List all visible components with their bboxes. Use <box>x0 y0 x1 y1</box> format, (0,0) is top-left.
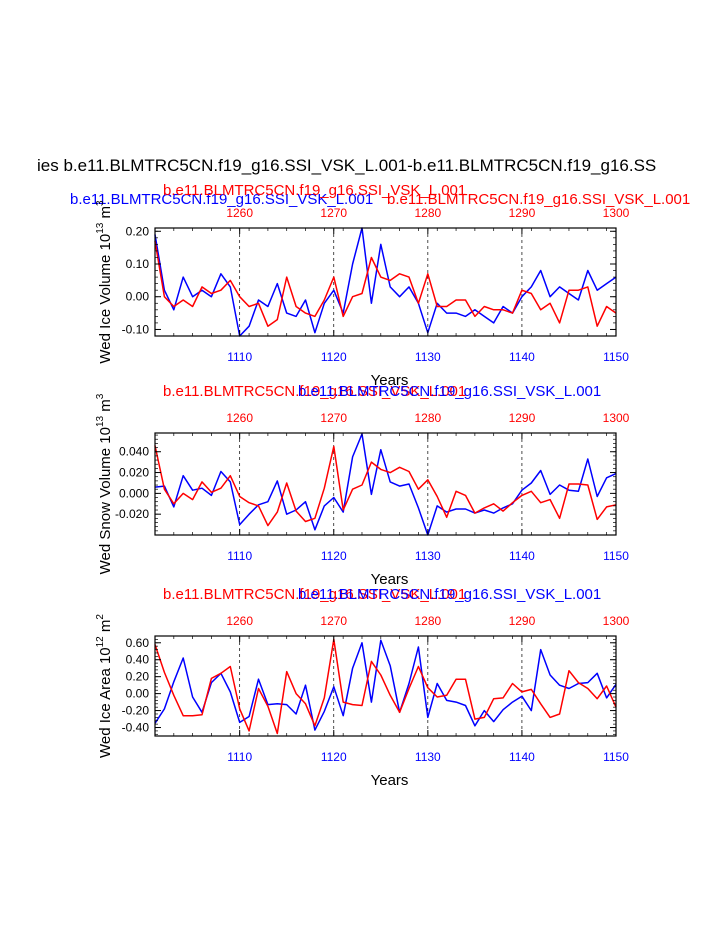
series-red-line <box>154 445 617 527</box>
y-axis-label-unit-exp: 2 <box>95 614 106 620</box>
panel-title-red: b.e11.BLMTRC5CN.f19_g16.SSI_VSK_L.001 <box>163 586 466 603</box>
xtick-label-bottom: 1140 <box>509 350 535 364</box>
ytick-label: 0.60 <box>126 636 150 650</box>
xtick-label-bottom: 1130 <box>415 350 441 364</box>
xtick-label-bottom: 1140 <box>509 750 535 764</box>
y-axis-label: Wed Snow Volume 1013 m3 <box>95 393 114 574</box>
xtick-label-bottom: 1140 <box>509 549 535 563</box>
xtick-label-bottom: 1110 <box>227 750 252 764</box>
xtick-label-bottom: 1120 <box>321 350 347 364</box>
y-axis-label-exp: 13 <box>95 222 106 234</box>
plot-frame <box>154 227 617 337</box>
ytick-label: 0.10 <box>126 257 150 271</box>
xtick-label-top: 1290 <box>509 411 536 425</box>
xtick-label-top: 1270 <box>320 206 347 220</box>
x-axis-label: Years <box>371 372 409 389</box>
panel-title-red: b.e11.BLMTRC5CN.f19_g16.SSI_VSK_L.001 <box>163 182 466 199</box>
ytick-label: 0.40 <box>126 653 150 667</box>
series-red-line <box>154 240 617 327</box>
plot-frame <box>154 635 617 737</box>
xtick-label-top: 1280 <box>414 411 441 425</box>
ytick-label: 0.020 <box>119 466 149 480</box>
xtick-label-bottom: 1130 <box>415 549 441 563</box>
xtick-label-top: 1270 <box>320 614 347 628</box>
xtick-label-bottom: 1130 <box>415 750 441 764</box>
ytick-label: -0.10 <box>122 322 150 336</box>
y-axis-label-unit: m <box>97 620 114 637</box>
xtick-label-top: 1290 <box>509 206 536 220</box>
y-axis-label: Wed Ice Volume 1013 m3 <box>95 200 114 364</box>
ytick-label: -0.020 <box>115 507 149 521</box>
xtick-label-top: 1280 <box>414 614 441 628</box>
xtick-label-top: 1260 <box>226 411 253 425</box>
panel-2: -0.020 0.000 0.020 0.040 1110 1120 1130 1140 115… <box>95 383 630 588</box>
ytick-label: 0.20 <box>126 670 150 684</box>
xtick-label-bottom: 1150 <box>603 549 629 563</box>
y-axis-label-exp: 12 <box>95 636 106 648</box>
panel-3: -0.40 -0.20 0.00 0.20 0.40 0.60 1110 1120 1130 11… <box>95 586 630 789</box>
ytick-label: -0.20 <box>122 704 150 718</box>
xtick-label-bottom: 1120 <box>321 549 347 563</box>
xtick-label-top: 1300 <box>603 614 630 628</box>
y-axis-label-unit-exp: 3 <box>95 200 106 206</box>
ytick-label: 0.00 <box>126 687 150 701</box>
xtick-label-bottom: 1150 <box>603 750 629 764</box>
legend-blue: b.e11.BLMTRC5CN.f19_g16.SSI_VSK_L.001 <box>70 191 373 208</box>
xtick-label-bottom: 1150 <box>603 350 629 364</box>
ytick-label: 0.20 <box>126 224 150 238</box>
y-axis-label-text: Wed Ice Area 10 <box>97 647 114 758</box>
xtick-label-top: 1300 <box>603 411 630 425</box>
plot-frame <box>154 432 617 536</box>
y-axis-label-unit: m <box>97 206 114 223</box>
xtick-label-bottom: 1110 <box>227 549 252 563</box>
series-blue-line <box>154 433 617 536</box>
y-axis-label: Wed Ice Area 1012 m2 <box>95 614 114 758</box>
main-title: ies b.e11.BLMTRC5CN.f19_g16.SSI_VSK_L.00… <box>37 156 656 175</box>
panels: -0.10 0.00 0.10 0.20 1110 1120 1130 1140 1150 126… <box>95 182 630 789</box>
ytick-label: 0.000 <box>119 486 149 500</box>
ytick-label: -0.40 <box>122 721 150 735</box>
xtick-label-bottom: 1120 <box>321 750 347 764</box>
ytick-label: 0.040 <box>119 445 149 459</box>
ytick-label: 0.00 <box>126 290 150 304</box>
series-blue-line <box>154 227 617 337</box>
x-axis-label: Years <box>371 772 409 789</box>
xtick-label-bottom: 1110 <box>227 350 252 364</box>
panel-1: -0.10 0.00 0.10 0.20 1110 1120 1130 1140 1150 126… <box>95 182 630 389</box>
y-axis-label-exp: 13 <box>95 415 106 427</box>
x-axis-label: Years <box>371 571 409 588</box>
xtick-label-top: 1260 <box>226 206 253 220</box>
y-axis-label-text: Wed Ice Volume 10 <box>97 234 114 364</box>
panel-title-blue: b.e11.BLMTRC5CN.f19_g16.SSI_VSK_L.001 <box>298 586 601 603</box>
y-axis-label-unit-exp: 3 <box>95 393 106 399</box>
xtick-label-top: 1290 <box>509 614 536 628</box>
xtick-label-top: 1280 <box>414 206 441 220</box>
panel-title-blue: b.e11.BLMTRC5CN.f19_g16.SSI_VSK_L.001 <box>298 383 601 400</box>
series-blue-line <box>154 639 617 731</box>
y-axis-label-text: Wed Snow Volume 10 <box>97 427 114 574</box>
xtick-label-top: 1300 <box>603 206 630 220</box>
legend-red: b.e11.BLMTRC5CN.f19_g16.SSI_VSK_L.001 <box>387 191 690 208</box>
panel-title-red: b.e11.BLMTRC5CN.f19_g16.SSI_VSK_L.001 <box>163 383 466 400</box>
xtick-label-top: 1270 <box>320 411 347 425</box>
xtick-label-top: 1260 <box>226 614 253 628</box>
y-axis-label-unit: m <box>97 399 114 416</box>
series-red-line <box>154 638 617 735</box>
